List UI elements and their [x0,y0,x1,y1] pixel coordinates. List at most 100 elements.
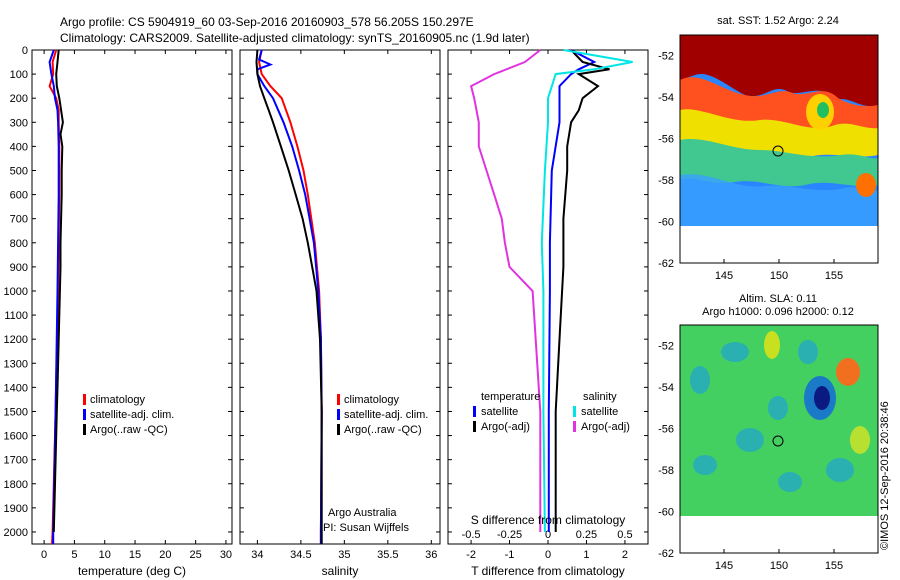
s-difference-tick-label: 0 [545,529,551,541]
sla-x-tick-label: 155 [825,560,843,572]
series-layer [48,49,633,545]
sst-y-tick-label: -62 [658,258,674,270]
x-tick-label: 34.5 [290,549,311,561]
legend-label-salinity-argo: Argo(-adj) [581,421,630,433]
sla-y-tick-label: -62 [658,548,674,560]
temperature-xlabel: temperature (deg C) [78,564,186,578]
legend-label-climatology: climatology [90,394,146,406]
sla-x-tick-label: 150 [770,560,788,572]
s-difference-tick-label: 0.25 [576,529,597,541]
temperature-panel-frame [31,49,233,545]
sla-y-tick-label: -60 [658,507,674,519]
legend-label-argo: Argo(..raw -QC) [90,424,168,436]
y-tick-label: 1400 [4,382,28,394]
series-line-salinity-3 [255,49,323,544]
x-tick-label: 10 [99,549,111,561]
sst-y-tick-label: -54 [658,92,674,104]
series-line-difference-3 [540,49,633,533]
legend-swatch-argo [337,424,340,435]
legend-swatch-satellite [337,409,340,420]
sst-x-tick-label: 150 [770,270,788,282]
y-tick-label: 1600 [4,431,28,443]
figure-title-line2: Climatology: CARS2009. Satellite-adjuste… [60,31,530,45]
sla-y-tick-label: -58 [658,465,674,477]
sla-map-image [680,325,878,516]
legend-header-salinity: salinity [583,391,617,403]
sst-map-frame [679,34,879,264]
sst-argo-location-marker [772,145,784,157]
legend-swatch-salinity-argo [573,421,576,432]
sla-y-tick-label: -56 [658,424,674,436]
sst-x-tick-label: 155 [825,270,843,282]
s-difference-tick-label: -0.5 [462,529,481,541]
legend-swatch-climatology [83,394,86,405]
x-tick-label: 25 [190,549,202,561]
sla-argo-location-marker [772,435,784,447]
y-tick-label: 300 [10,117,28,129]
t-difference-xlabel: T difference from climatology [471,564,625,578]
sst-map-image [680,35,878,226]
salinity-legend: climatology satellite-adj. clim. Argo(..… [337,394,428,436]
legend-swatch-satellite [83,409,86,420]
sst-x-tick-label: 145 [715,270,733,282]
y-tick-label: 400 [10,141,28,153]
sst-y-tick-label: -60 [658,217,674,229]
y-tick-label: 2000 [4,527,28,539]
figure-title-line1: Argo profile: CS 5904919_60 03-Sep-2016 … [60,15,474,29]
y-tick-label: 1100 [4,310,28,322]
y-tick-label: 1900 [4,503,28,515]
legend-swatch-argo [83,424,86,435]
series-line-difference-1 [547,49,597,532]
legend-label-satellite: satellite-adj. clim. [90,409,174,421]
legend-label-satellite: satellite-adj. clim. [344,409,428,421]
y-tick-label: 0 [22,45,28,57]
sst-y-tick-label: -52 [658,51,674,63]
sla-map-title: Altim. SLA: 0.11 [739,293,817,305]
y-tick-label: 800 [10,238,28,250]
y-tick-label: 200 [10,93,28,105]
s-difference-tick-label: -0.25 [497,529,522,541]
sst-y-tick-label: -56 [658,134,674,146]
temperature-legend: climatology satellite-adj. clim. Argo(..… [83,394,174,436]
difference-legend: temperature salinity satellite Argo(-adj… [473,391,630,433]
series-line-temperature-3 [52,49,64,533]
legend-label-salinity-satellite: satellite [581,406,618,418]
s-difference-xlabel: S difference from climatology [471,513,626,527]
sla-y-tick-label: -54 [658,382,674,394]
sla-x-tick-label: 145 [715,560,733,572]
legend-swatch-salinity-satellite [573,406,576,417]
salinity-panel-frame [239,49,441,545]
x-tick-label: 35 [338,549,350,561]
x-tick-label: 35.5 [377,549,398,561]
y-tick-label: 700 [10,214,28,226]
sla-y-tick-label: -52 [658,341,674,353]
x-tick-label: 5 [71,549,77,561]
legend-swatch-temperature-argo [473,421,476,432]
x-tick-label: 0 [41,549,47,561]
legend-label-temperature-argo: Argo(-adj) [481,421,530,433]
y-tick-label: 1300 [4,358,28,370]
legend-swatch-climatology [337,394,340,405]
sla-map-frame [679,324,879,554]
legend-label-climatology: climatology [344,394,400,406]
y-tick-label: 500 [10,165,28,177]
y-tick-label: 600 [10,190,28,202]
x-tick-label: 36 [425,549,437,561]
series-line-temperature-2 [48,49,60,544]
annotation-pi-name: PI: Susan Wijffels [323,522,409,534]
x-tick-label: 30 [220,549,232,561]
s-difference-tick-label: 0.5 [617,529,632,541]
x-tick-label: 2 [622,549,628,561]
sst-y-tick-label: -58 [658,175,674,187]
x-tick-label: 1 [583,549,589,561]
sla-map-subtitle: Argo h1000: 0.096 h2000: 0.12 [702,306,854,318]
y-tick-label: 1800 [4,479,28,491]
x-tick-label: -2 [466,549,476,561]
legend-header-temperature: temperature [481,391,540,403]
y-tick-label: 900 [10,262,28,274]
x-tick-label: 15 [129,549,141,561]
x-tick-label: 20 [159,549,171,561]
salinity-xlabel: salinity [322,564,359,578]
copyright-stamp: ©IMOS 12-Sep-2016 20:38:46 [879,401,891,550]
